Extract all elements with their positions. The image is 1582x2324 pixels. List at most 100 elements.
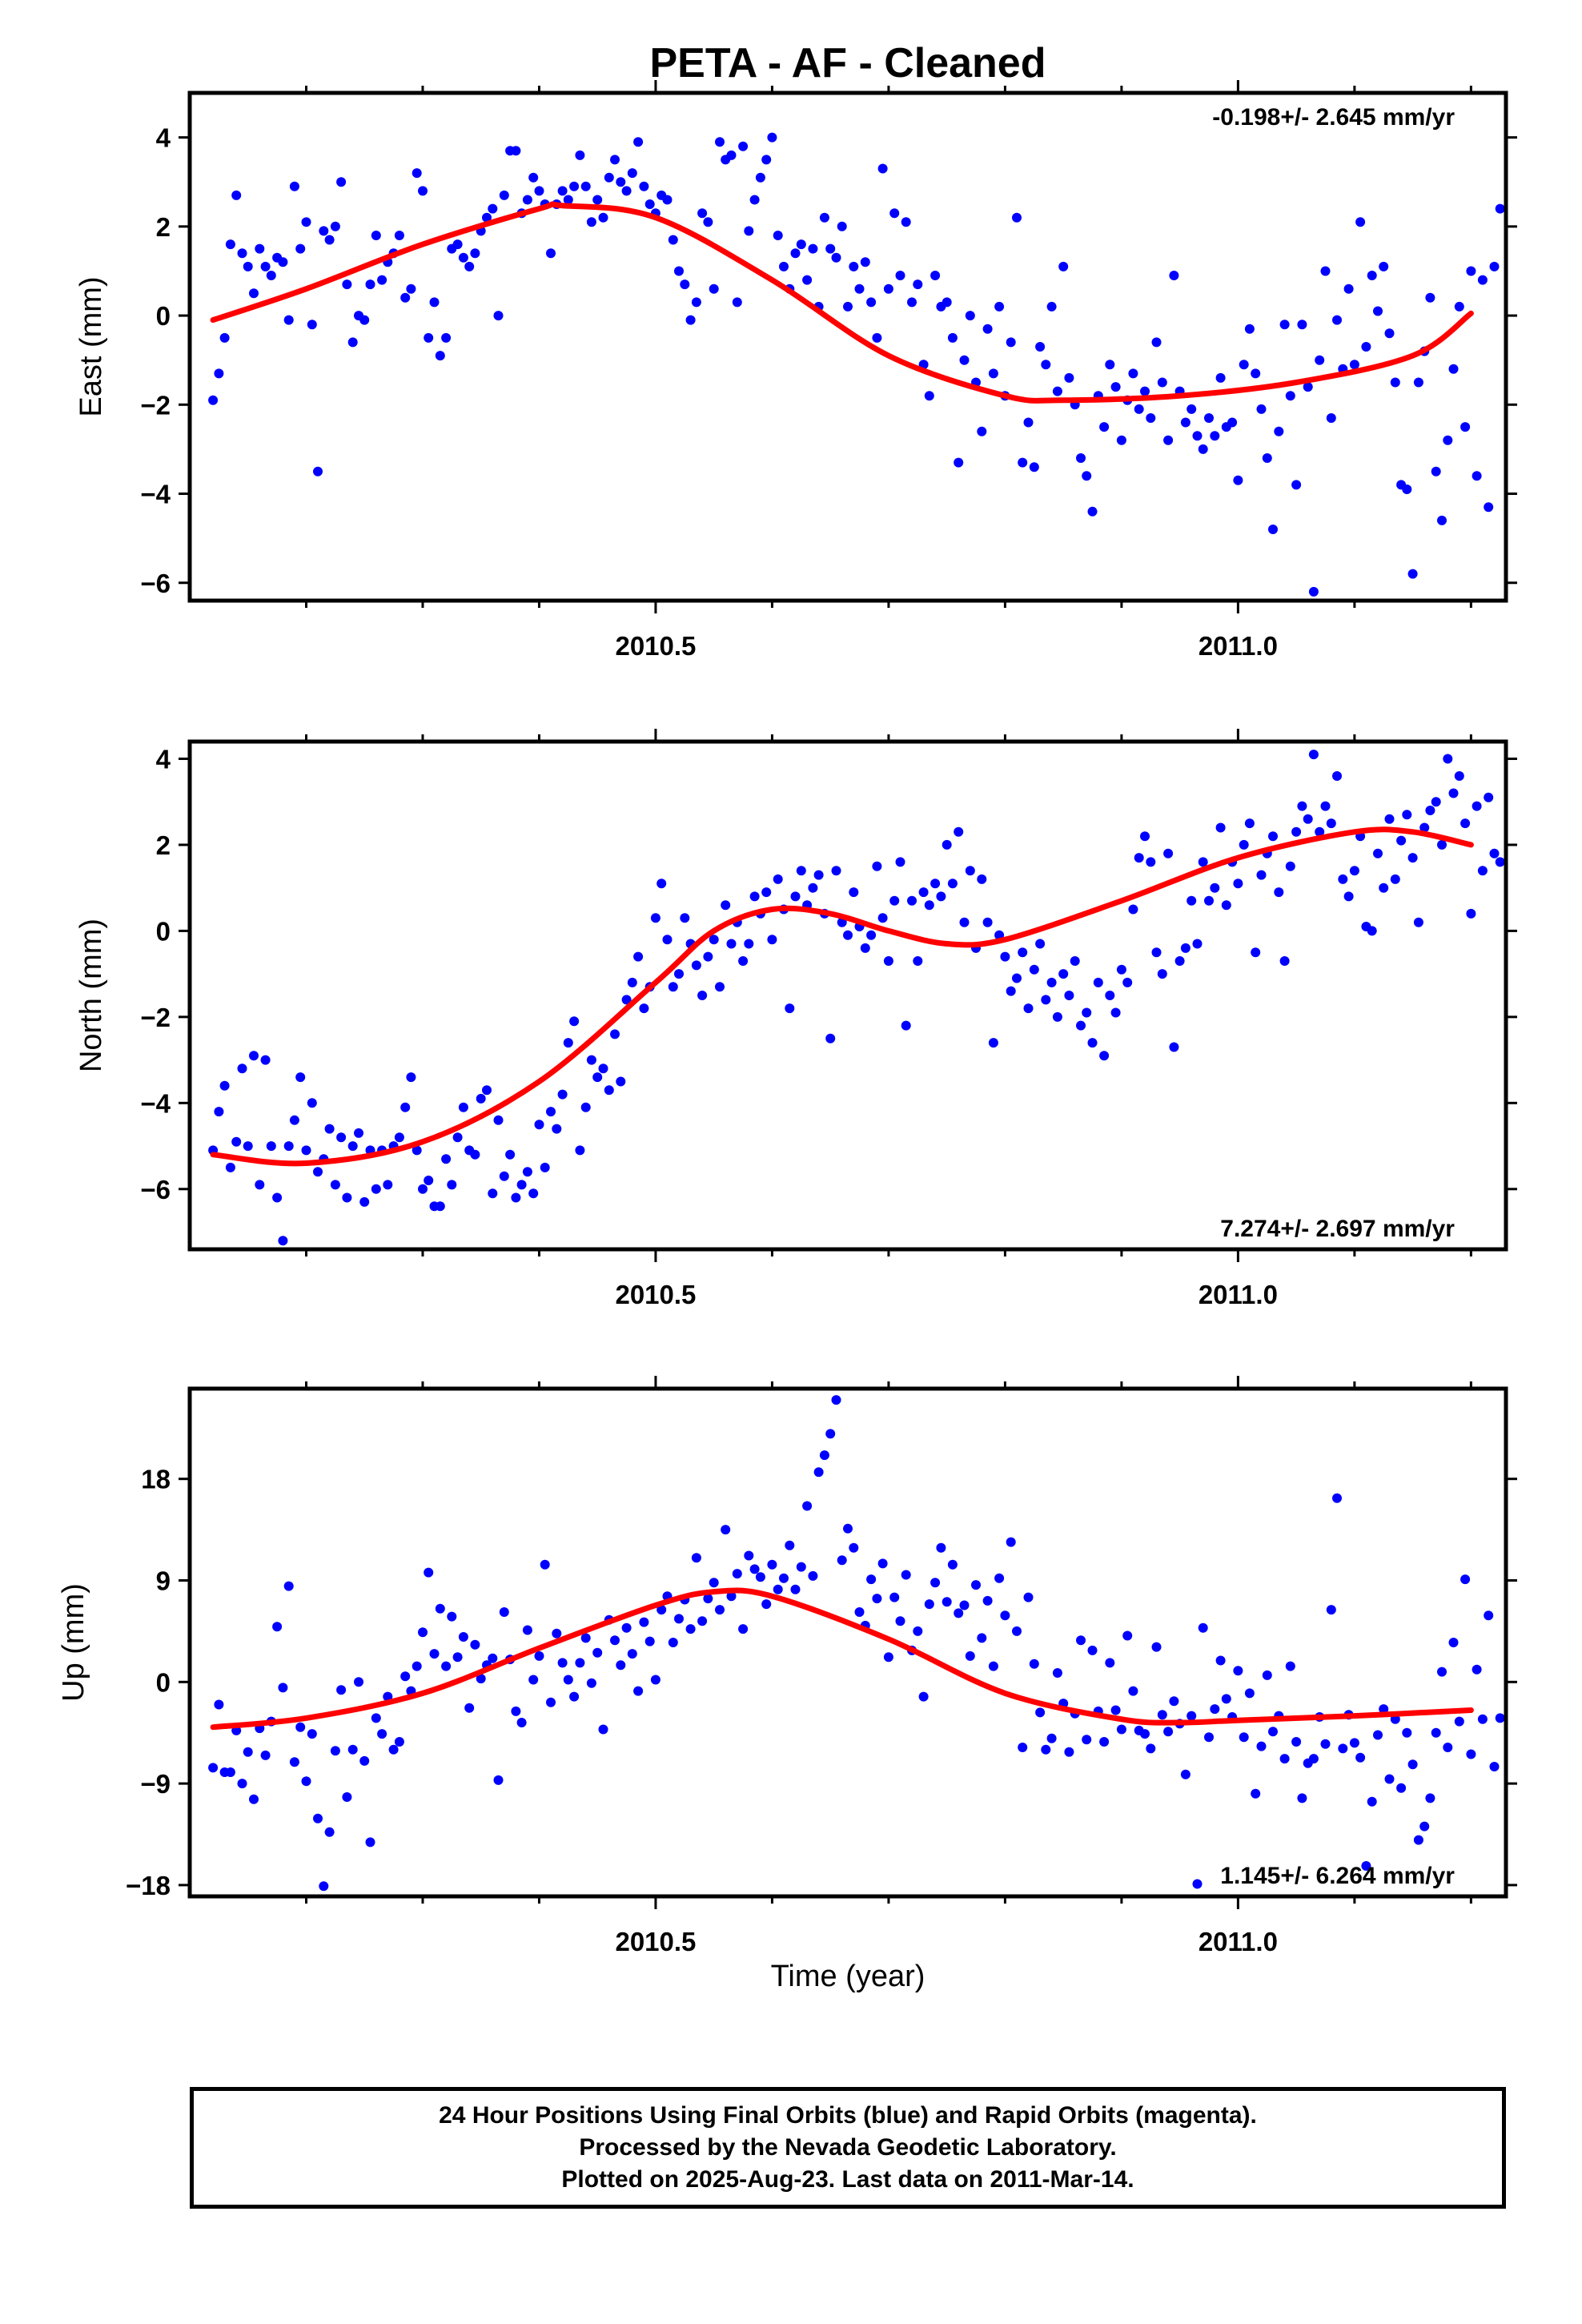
north-data-point — [988, 1038, 998, 1048]
north-data-point — [1379, 883, 1389, 893]
up-data-point — [1110, 1705, 1121, 1715]
east-data-point — [1495, 203, 1505, 214]
up-data-point — [994, 1573, 1005, 1583]
north-data-point — [1343, 891, 1354, 902]
east-data-point — [1012, 212, 1022, 223]
north-data-point — [947, 879, 958, 889]
north-data-point — [1105, 991, 1115, 1000]
north-data-point — [1140, 831, 1150, 842]
north-data-point — [1466, 908, 1476, 919]
up-data-point — [295, 1722, 306, 1732]
east-data-point — [1151, 337, 1162, 348]
up-data-point — [1355, 1752, 1366, 1763]
up-data-point — [470, 1639, 480, 1650]
up-data-point — [785, 1540, 795, 1550]
east-data-point — [1110, 382, 1121, 392]
up-data-point — [1279, 1754, 1290, 1764]
north-data-point — [877, 913, 888, 923]
east-data-point — [412, 168, 422, 179]
north-data-point — [1320, 801, 1331, 811]
up-y-tick-label: 0 — [156, 1667, 171, 1697]
east-data-point — [429, 297, 440, 308]
up-data-point — [359, 1755, 370, 1766]
east-panel: 4 2 0 −2 −4 −6 2010.5 2011.0 East (mm) -0.198+/- … — [74, 80, 1517, 661]
east-data-point — [278, 257, 288, 267]
east-data-point — [313, 466, 323, 476]
east-data-point — [1262, 453, 1272, 463]
north-data-point — [243, 1141, 253, 1152]
up-data-point — [552, 1628, 562, 1638]
east-data-point — [744, 226, 754, 236]
north-points — [208, 750, 1505, 1246]
north-data-point — [1180, 943, 1191, 953]
east-data-point — [342, 279, 352, 290]
east-data-point — [1128, 368, 1138, 379]
up-data-point — [289, 1757, 299, 1767]
east-data-point — [1466, 266, 1476, 276]
east-data-point — [889, 208, 900, 219]
up-data-point — [1006, 1537, 1016, 1547]
up-data-point — [947, 1559, 958, 1570]
up-data-point — [959, 1600, 970, 1610]
up-data-point — [721, 1525, 731, 1535]
up-data-point — [208, 1763, 219, 1773]
up-data-point — [1285, 1661, 1295, 1671]
north-data-point — [435, 1201, 445, 1212]
up-data-point — [1035, 1707, 1046, 1718]
north-data-point — [219, 1080, 230, 1091]
up-data-point — [936, 1542, 946, 1553]
up-data-point — [435, 1603, 445, 1614]
north-data-point — [424, 1176, 434, 1185]
east-data-point — [1116, 435, 1126, 445]
north-data-point — [1018, 947, 1028, 958]
north-data-point — [354, 1128, 363, 1138]
east-y-axis-title: East (mm) — [74, 276, 108, 416]
north-y-tick-label: −2 — [140, 1003, 171, 1032]
up-data-point — [540, 1559, 550, 1570]
east-data-point — [307, 320, 317, 330]
north-data-point — [1256, 870, 1267, 880]
east-data-point — [1431, 466, 1441, 476]
north-data-point — [260, 1055, 271, 1065]
up-data-point — [1192, 1879, 1203, 1889]
east-data-point — [755, 172, 765, 183]
up-data-point — [214, 1699, 224, 1710]
north-data-point — [1076, 1020, 1086, 1031]
east-data-point — [1244, 324, 1255, 334]
up-data-point — [1215, 1655, 1226, 1666]
up-data-point — [1308, 1754, 1319, 1764]
up-data-point — [616, 1660, 626, 1671]
north-data-point — [918, 887, 929, 898]
east-data-point — [1198, 444, 1208, 454]
up-data-point — [1105, 1658, 1115, 1668]
north-data-point — [499, 1171, 509, 1181]
east-data-point — [575, 150, 585, 160]
north-data-point — [1087, 1038, 1098, 1048]
footer-line-1: 24 Hour Positions Using Final Orbits (bl… — [439, 2102, 1257, 2129]
east-data-point — [260, 261, 271, 271]
north-data-point — [1274, 887, 1284, 898]
north-data-point — [470, 1149, 480, 1160]
east-data-point — [1058, 261, 1069, 271]
north-data-point — [604, 1085, 614, 1096]
up-data-point — [668, 1638, 678, 1647]
east-data-point — [1407, 569, 1418, 579]
east-data-point — [616, 177, 626, 187]
north-data-point — [703, 951, 713, 962]
up-data-point — [1454, 1716, 1464, 1727]
north-data-point — [674, 969, 684, 979]
east-rate-label: -0.198+/- 2.645 mm/yr — [1212, 104, 1455, 131]
east-data-point — [1023, 417, 1034, 428]
north-data-point — [1448, 788, 1459, 798]
east-data-point — [1169, 271, 1179, 280]
up-data-point — [441, 1661, 452, 1671]
east-data-point — [1274, 426, 1284, 436]
north-data-point — [528, 1188, 539, 1199]
east-data-point — [1029, 462, 1039, 472]
east-data-point — [1361, 342, 1371, 352]
north-data-point — [552, 1124, 562, 1134]
east-data-point — [319, 226, 329, 236]
up-data-point — [1169, 1696, 1179, 1707]
east-data-point — [872, 332, 882, 343]
east-data-point — [598, 212, 608, 223]
